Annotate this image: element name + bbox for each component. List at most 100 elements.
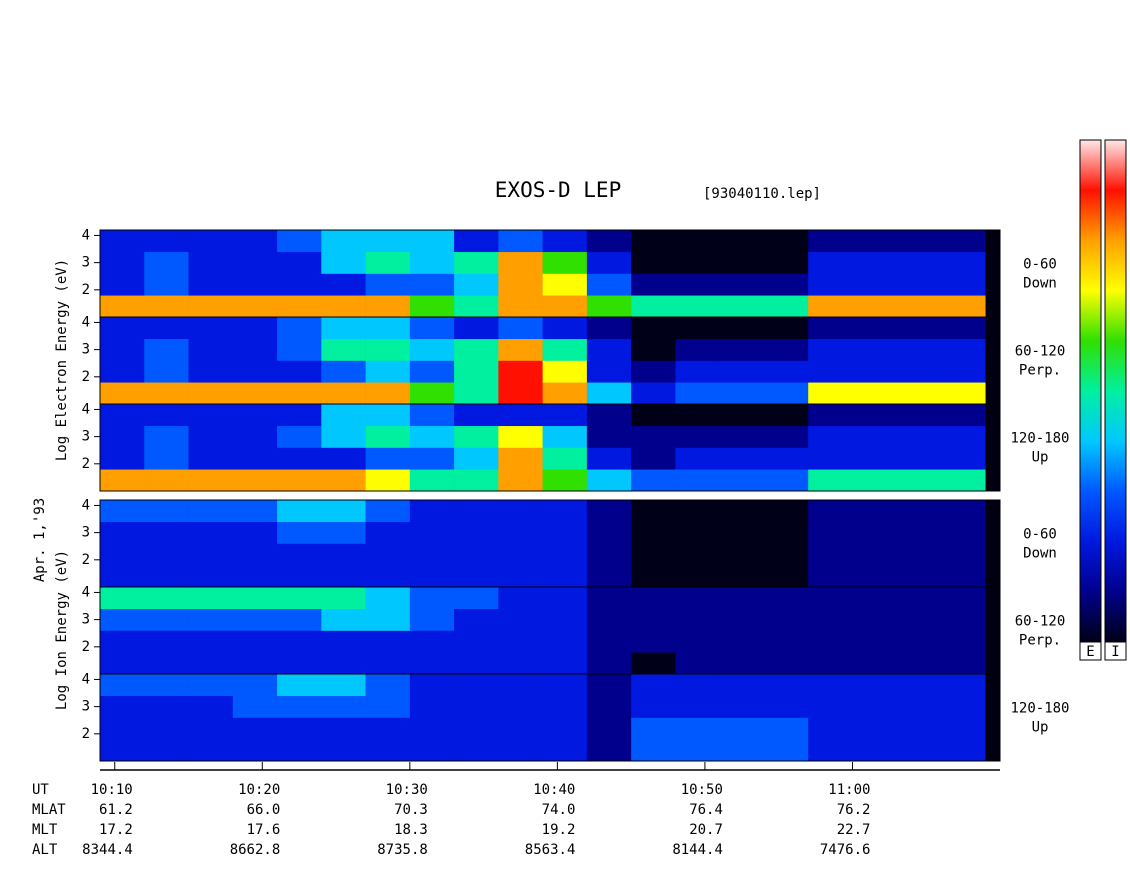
spectrogram-cell [454,230,499,253]
spectrogram-cell [763,382,809,405]
spectrogram-cell [808,273,853,296]
table-row-label: MLAT [32,802,66,818]
spectrogram-cell [277,382,322,405]
spectrogram-cell [675,717,720,740]
spectrogram-cell [498,404,543,427]
date-label: Apr. 1,'93 [32,498,48,582]
spectrogram-cell [188,382,234,405]
spectrogram-cell [586,425,632,448]
spectrogram-cell [675,565,720,588]
spectrogram-cell [365,469,411,492]
spectrogram-cell [454,717,499,740]
spectrogram-cell [675,295,720,318]
spectrogram-cell [277,739,322,762]
spectrogram-cell [719,717,765,740]
spectrogram-cell [852,295,898,318]
spectrogram-cell [852,695,898,718]
spectrogram-cell [675,317,720,340]
spectrogram-cell [808,425,853,448]
table-cell: 61.2 [99,802,133,818]
spectrogram-cell [365,521,411,544]
spectrogram-cell [852,587,898,610]
spectrogram-cell [277,251,322,274]
spectrogram-cell [232,521,278,544]
spectrogram-cell [542,630,588,653]
y-tick-label: 3 [82,699,90,715]
spectrogram-cell [896,382,942,405]
spectrogram-cell [498,608,543,631]
spectrogram-cell [542,425,588,448]
spectrogram-cell [896,652,942,675]
y-tick-label: 4 [82,314,90,330]
spectrogram-cell [852,382,898,405]
spectrogram-cell [498,360,543,383]
spectrogram-cell [586,717,632,740]
spectrogram-cell [277,630,322,653]
spectrogram-cell [631,608,676,631]
spectrogram-cell [763,338,809,361]
spectrogram-cell [940,273,986,296]
spectrogram-cell [100,230,145,253]
ion-axis-label: Log Ion Energy (eV) [54,550,70,710]
spectrogram-cell [586,674,632,697]
spectrogram-cell [365,739,411,762]
spectrogram-cell [498,521,543,544]
spectrogram-cell [940,608,986,631]
colorbar [1079,139,1102,643]
spectrogram-cell [277,608,322,631]
spectrogram-cell [321,565,366,588]
spectrogram-cell [232,230,278,253]
spectrogram-cell [675,500,720,523]
spectrogram-cell [232,608,278,631]
spectrogram-cell [896,630,942,653]
spectrogram-cell [631,338,676,361]
spectrogram-cell [144,674,189,697]
spectrogram-cell [144,500,189,523]
spectrogram-cell [277,521,322,544]
spectrogram-cell [808,382,853,405]
spectrogram-cell [675,652,720,675]
spectrogram-cell [498,251,543,274]
panel-label: 0-60 [1023,527,1057,543]
spectrogram-cell [188,404,234,427]
spectrogram-cell [675,447,720,470]
spectrogram-cell [454,273,499,296]
spectrogram-cell [144,608,189,631]
table-cell: 66.0 [247,802,281,818]
spectrogram-cell [144,317,189,340]
spectrogram-cell [409,608,455,631]
spectrogram-cell [365,338,411,361]
spectrogram-cell [852,608,898,631]
spectrogram-cell [631,425,676,448]
spectrogram-cell [144,652,189,675]
spectrogram-cell [232,652,278,675]
spectrogram-cell [719,587,765,610]
spectrogram-cell [896,230,942,253]
spectrogram-cell [232,565,278,588]
spectrogram-cell [763,587,809,610]
spectrogram-cell [232,739,278,762]
spectrogram-cell [409,447,455,470]
spectrogram-cell [542,295,588,318]
spectrogram-cell [277,295,322,318]
spectrogram-cell [675,469,720,492]
table-cell: 8144.4 [672,842,723,858]
spectrogram-cell [542,230,588,253]
spectrogram-cell [498,382,543,405]
panel-label: Down [1023,276,1057,292]
spectrogram-cell [631,630,676,653]
spectrogram-cell [232,425,278,448]
spectrogram-cell [719,565,765,588]
spectrogram-cell [454,360,499,383]
spectrogram-cell [542,317,588,340]
spectrogram-cell [808,608,853,631]
spectrogram-cell [852,404,898,427]
y-tick-label: 2 [82,726,90,742]
table-cell: 8662.8 [230,842,281,858]
spectrogram-cell [321,469,366,492]
spectrogram-cell [852,317,898,340]
spectrogram-cell [498,338,543,361]
spectrogram-cell [675,695,720,718]
spectrogram-cell [896,338,942,361]
x-tick-label: 11:00 [828,782,870,798]
